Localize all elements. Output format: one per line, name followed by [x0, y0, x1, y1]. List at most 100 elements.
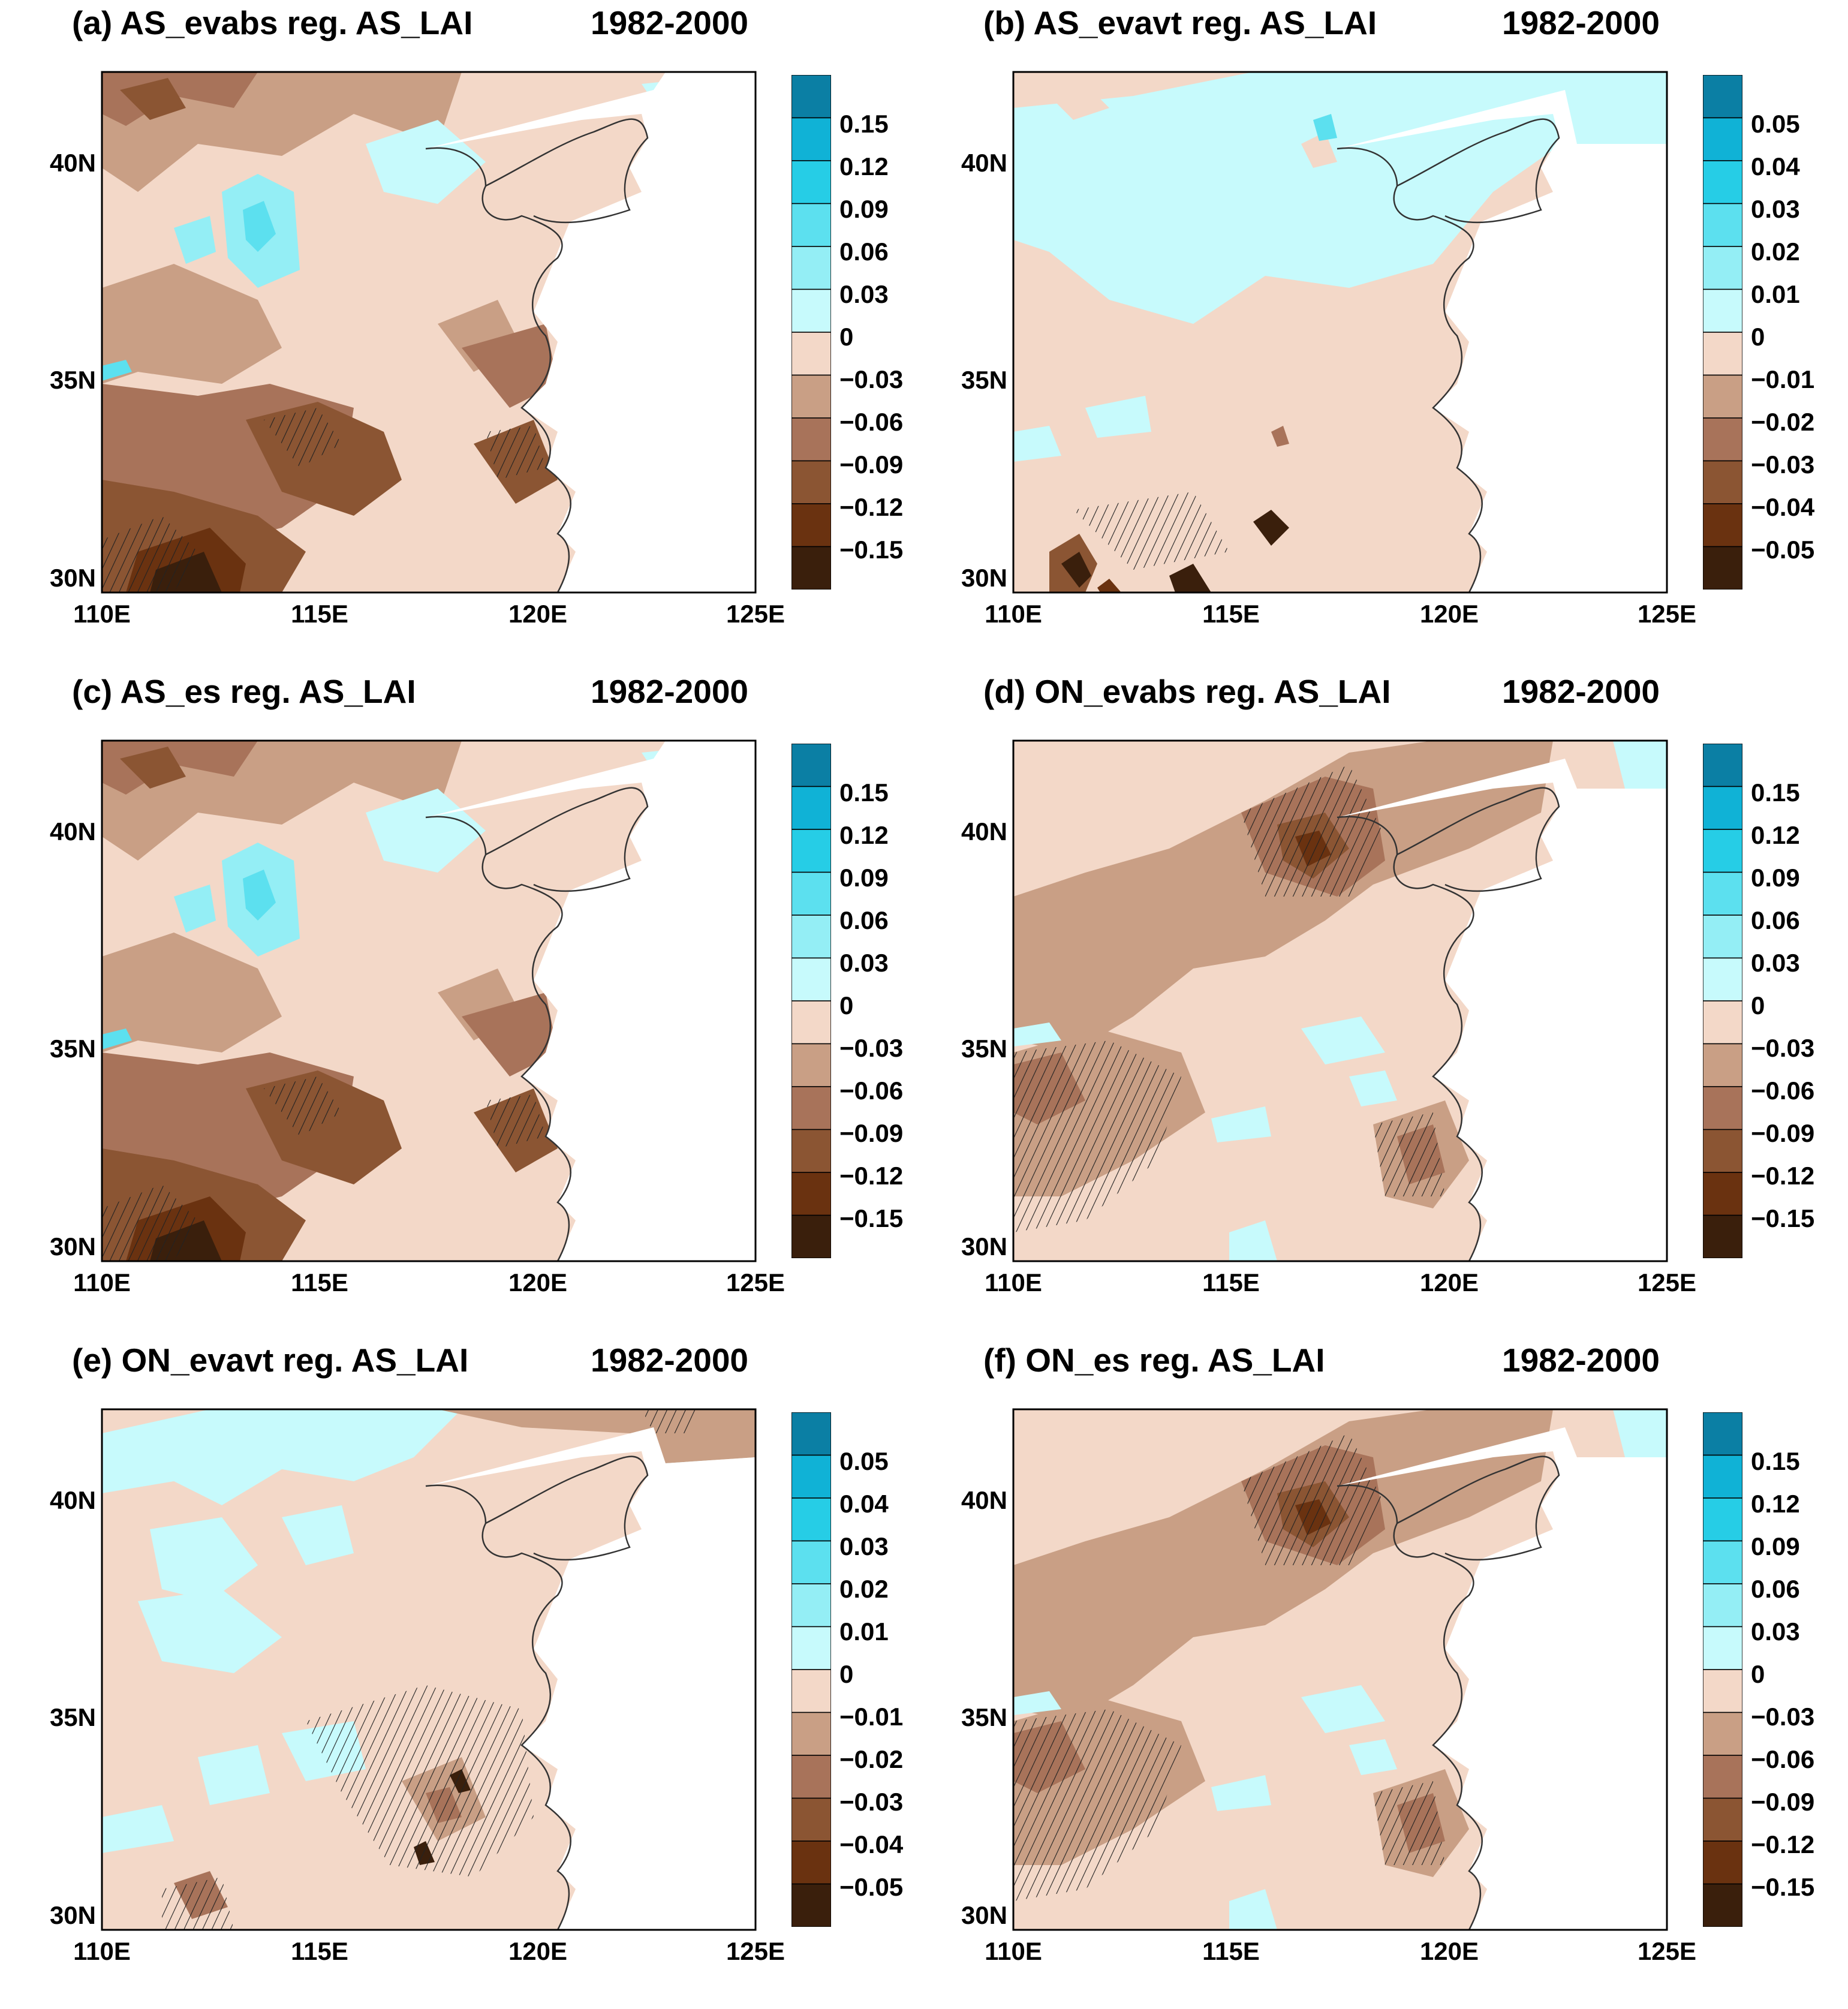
colorbar-swatch — [1703, 332, 1742, 376]
colorbar-label: −0.03 — [1751, 1703, 1815, 1731]
colorbar-label: 0 — [839, 1660, 854, 1688]
colorbar-swatch — [791, 288, 831, 333]
colorbar-swatch — [791, 1454, 831, 1499]
colorbar-label: 0.02 — [839, 1575, 889, 1603]
land-mask — [426, 1427, 756, 1930]
colorbar-swatch — [791, 1712, 831, 1756]
lat-tick-label: 40N — [961, 817, 1007, 846]
colorbar-swatch — [791, 829, 831, 873]
colorbar — [1703, 744, 1742, 1258]
colorbar-swatch — [791, 1086, 831, 1130]
lon-tick-label: 120E — [1419, 600, 1479, 628]
colorbar-label: 0.03 — [839, 1532, 889, 1560]
hatch-region — [1013, 1709, 1181, 1901]
colorbar-swatch — [791, 1626, 831, 1670]
colorbar-swatch — [791, 546, 831, 590]
colorbar-swatch — [1703, 1214, 1742, 1258]
map-plot — [101, 739, 757, 1262]
colorbar-swatch — [791, 1497, 831, 1542]
lat-tick-label: 40N — [49, 1486, 96, 1514]
colorbar-swatch — [791, 1000, 831, 1045]
shade-region — [1271, 426, 1289, 447]
lon-tick-label: 115E — [1202, 600, 1260, 628]
shade-region — [102, 933, 282, 1052]
lon-tick-label: 110E — [73, 1268, 131, 1297]
colorbar-swatch — [791, 1540, 831, 1584]
lat-tick-label: 30N — [961, 1232, 1007, 1261]
colorbar-label: 0 — [839, 991, 854, 1019]
map-plot — [1012, 739, 1668, 1262]
shade-region — [1301, 1685, 1385, 1733]
shade-region — [138, 1589, 282, 1673]
shade-region — [1253, 510, 1289, 546]
colorbar-swatch — [791, 1583, 831, 1628]
shade-region — [1085, 396, 1151, 438]
lon-tick-label: 115E — [291, 600, 348, 628]
colorbar-swatch — [1703, 957, 1742, 1002]
colorbar-label: 0.15 — [839, 110, 889, 138]
lat-tick-label: 40N — [49, 149, 96, 177]
colorbar-label: 0.12 — [839, 152, 889, 181]
colorbar-swatch — [1703, 915, 1742, 959]
lon-tick-label: 115E — [291, 1268, 348, 1297]
colorbar-swatch — [791, 1797, 831, 1842]
shade-region — [1301, 132, 1337, 168]
colorbar-label: −0.05 — [1751, 536, 1815, 564]
colorbar-swatch — [791, 117, 831, 161]
hatch-region — [306, 1685, 534, 1877]
lat-tick-label: 30N — [49, 1901, 96, 1929]
shade-region — [1313, 114, 1337, 141]
colorbar-label: 0.06 — [839, 237, 889, 266]
coastline — [1396, 787, 1560, 892]
colorbar-swatch — [1703, 1497, 1742, 1542]
colorbar-label: −0.05 — [839, 1873, 904, 1901]
shade-region — [282, 1505, 354, 1565]
colorbar-label: 0.15 — [1751, 1447, 1800, 1475]
shade-region — [120, 78, 186, 120]
colorbar-swatch — [791, 744, 831, 787]
panel-c: (c) AS_es reg. AS_LAI 1982-2000 — [6, 669, 905, 1328]
panel-b: (b) AS_evavt reg. AS_LAI 1982-2000 30N 3… — [917, 0, 1817, 660]
shade-region — [1229, 1889, 1277, 1930]
colorbar-label: −0.06 — [839, 408, 904, 436]
colorbar-label: −0.01 — [1751, 365, 1815, 393]
panel-title: (e) ON_evavt reg. AS_LAI — [72, 1342, 469, 1379]
shade-region — [1613, 741, 1667, 789]
panel-title: (a) AS_evabs reg. AS_LAI — [72, 4, 473, 41]
colorbar-swatch — [791, 1129, 831, 1173]
colorbar-label: −0.12 — [1751, 1162, 1815, 1190]
colorbar — [1703, 1412, 1742, 1927]
plot-frame — [101, 71, 757, 594]
colorbar-label: 0 — [1751, 1660, 1765, 1688]
colorbar-label: −0.09 — [1751, 1119, 1815, 1147]
shade-region — [1013, 72, 1667, 324]
colorbar-label: −0.15 — [1751, 1204, 1815, 1232]
colorbar-label: −0.12 — [1751, 1830, 1815, 1858]
shade-region — [366, 120, 486, 204]
shade-region — [1013, 1691, 1061, 1715]
shade-region — [174, 216, 216, 264]
colorbar-label: −0.06 — [1751, 1745, 1815, 1773]
land-mask — [1337, 759, 1667, 1261]
coastline — [425, 816, 572, 1262]
colorbar-label: 0.01 — [839, 1617, 889, 1646]
colorbar-label: 0.03 — [839, 949, 889, 977]
colorbar-label: 0 — [839, 323, 854, 351]
colorbar-swatch — [1703, 503, 1742, 548]
lon-tick-label: 125E — [1637, 1937, 1697, 1965]
colorbar-label: 0.06 — [1751, 906, 1800, 934]
colorbar-label: 0.15 — [839, 778, 889, 807]
colorbar-label: −0.03 — [839, 1034, 904, 1062]
colorbar-swatch — [1703, 1043, 1742, 1087]
coastline — [1337, 816, 1483, 1262]
hatch-region — [1013, 1040, 1181, 1232]
hatch-region — [486, 426, 546, 480]
colorbar-swatch — [1703, 1840, 1742, 1885]
plot-frame — [1012, 739, 1668, 1262]
colorbar-label: 0.05 — [1751, 110, 1800, 138]
panel-title: (f) ON_es reg. AS_LAI — [983, 1342, 1325, 1379]
hatch-region — [264, 1076, 342, 1136]
colorbar-label: −0.04 — [839, 1830, 904, 1858]
lon-tick-label: 120E — [508, 1268, 568, 1297]
lon-tick-label: 115E — [1202, 1268, 1260, 1297]
